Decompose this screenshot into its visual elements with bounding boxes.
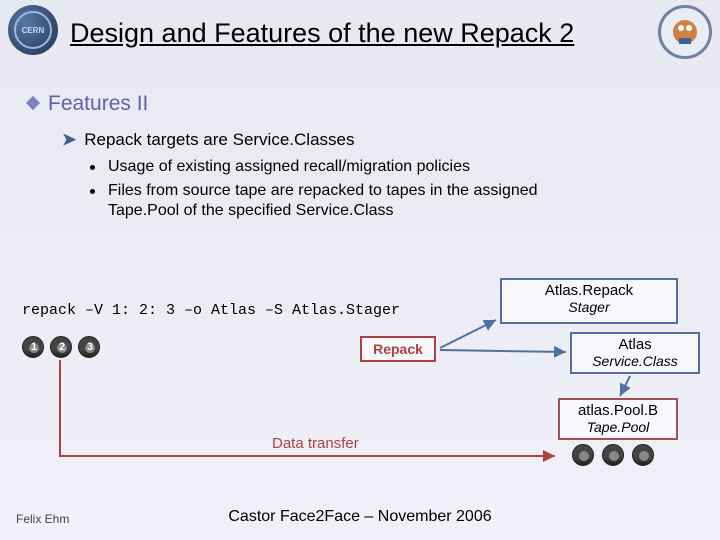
bullet-2-text-b: Tape.Pool of the specified Service.Class	[108, 202, 393, 219]
dot-icon	[90, 165, 95, 170]
section-text: Features II	[48, 92, 148, 115]
section-heading: Features II	[28, 92, 148, 116]
serviceclass-box: Atlas Service.Class	[570, 332, 700, 374]
source-tape-2-icon: 2	[50, 336, 72, 358]
repack-box-label: Repack	[373, 341, 423, 357]
slide-title: Design and Features of the new Repack 2	[70, 18, 574, 49]
bullet-2: Files from source tape are repacked to t…	[108, 182, 538, 200]
tapepool-box-subtitle: Tape.Pool	[560, 419, 676, 435]
bullet-2-text-a: Files from source tape are repacked to t…	[108, 182, 538, 199]
bullet-2b: Tape.Pool of the specified Service.Class	[108, 202, 393, 220]
sub-bullet-1: ➤ Repack targets are Service.Classes	[62, 130, 354, 150]
tapepool-box-title: atlas.Pool.B	[560, 400, 676, 419]
dest-tape-icon	[602, 444, 624, 466]
data-transfer-label: Data transfer	[272, 435, 359, 452]
footer-event: Castor Face2Face – November 2006	[0, 508, 720, 526]
cern-logo-text: CERN	[14, 11, 52, 49]
dest-tape-icon	[572, 444, 594, 466]
dest-tape-icon	[632, 444, 654, 466]
diamond-bullet-icon	[26, 96, 40, 110]
dot-icon	[90, 189, 95, 194]
serviceclass-box-subtitle: Service.Class	[572, 353, 698, 369]
stager-box-subtitle: Stager	[502, 299, 676, 315]
bullet-1-text: Usage of existing assigned recall/migrat…	[108, 158, 470, 175]
source-tape-3-icon: 3	[78, 336, 100, 358]
mascot-logo	[658, 5, 712, 59]
bullet-1: Usage of existing assigned recall/migrat…	[108, 158, 470, 176]
stager-box-title: Atlas.Repack	[502, 280, 676, 299]
arrow-bullet-icon: ➤	[62, 130, 76, 149]
serviceclass-box-title: Atlas	[572, 334, 698, 353]
command-line: repack –V 1: 2: 3 –o Atlas –S Atlas.Stag…	[22, 302, 400, 319]
tapepool-box: atlas.Pool.B Tape.Pool	[558, 398, 678, 440]
source-tape-1-icon: 1	[22, 336, 44, 358]
cern-logo: CERN	[8, 5, 58, 55]
stager-box: Atlas.Repack Stager	[500, 278, 678, 324]
sub-bullet-1-text: Repack targets are Service.Classes	[84, 130, 354, 149]
repack-box: Repack	[360, 336, 436, 362]
